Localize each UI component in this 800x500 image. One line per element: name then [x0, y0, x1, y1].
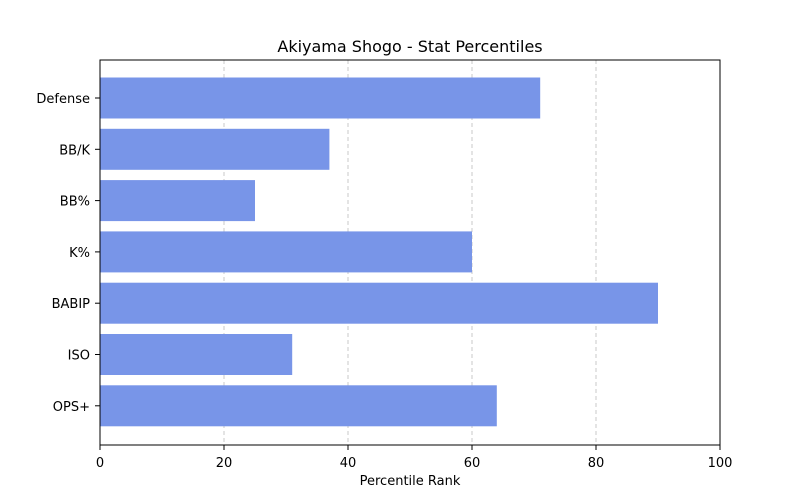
x-axis-ticks: 0 20 40 60 80 100	[96, 445, 733, 471]
y-tick-label: BABIP	[52, 297, 91, 312]
bars	[100, 77, 658, 427]
y-tick-label: BB%	[60, 195, 90, 210]
x-tick-label: 20	[216, 456, 233, 471]
x-tick-label: 80	[588, 456, 605, 471]
bar-defense	[100, 77, 541, 119]
x-tick-label: 60	[464, 456, 481, 471]
x-axis-label: Percentile Rank	[360, 474, 461, 489]
x-tick-label: 100	[708, 456, 733, 471]
y-tick-label: Defense	[36, 92, 90, 107]
bar-iso	[100, 334, 293, 375]
bar-bb-	[100, 180, 255, 222]
bar-babip	[100, 282, 658, 324]
y-axis-ticks: Defense BB/K BB% K% BABIP ISO OPS+	[36, 92, 100, 415]
chart-title: Akiyama Shogo - Stat Percentiles	[277, 37, 542, 56]
plot-frame	[99, 59, 721, 446]
x-tick-label: 40	[340, 456, 357, 471]
y-tick-label: OPS+	[53, 400, 90, 415]
bar-k-	[100, 231, 472, 273]
bar-bb-k	[100, 128, 330, 170]
y-tick-label: K%	[69, 246, 90, 261]
x-tick-label: 0	[96, 456, 104, 471]
y-tick-label: ISO	[68, 349, 90, 364]
bar-ops-	[100, 385, 497, 427]
y-tick-label: BB/K	[59, 143, 90, 158]
